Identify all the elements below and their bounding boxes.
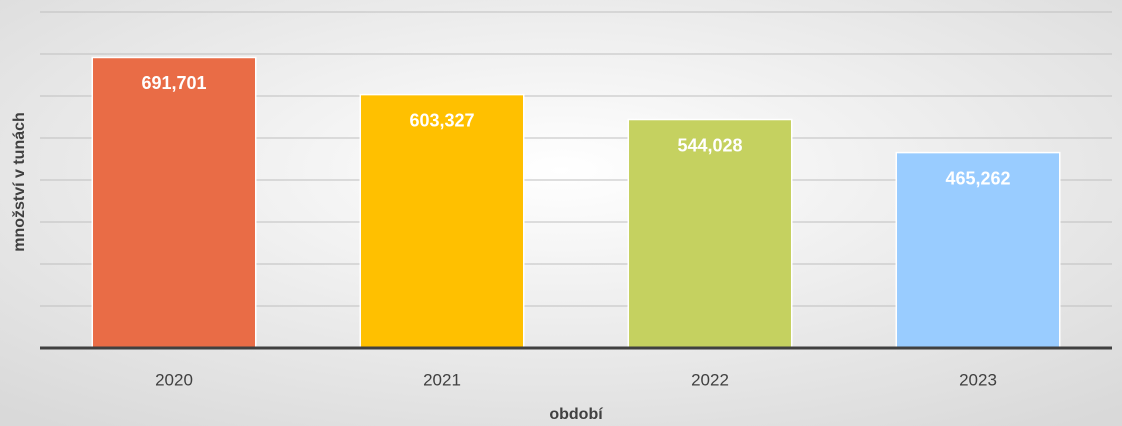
value-label: 465,262	[945, 168, 1010, 188]
x-tick-label: 2023	[959, 370, 997, 389]
bar	[627, 118, 793, 349]
y-axis-title: množství v tunách	[11, 112, 28, 252]
value-label: 603,327	[409, 110, 474, 130]
value-label: 691,701	[141, 73, 206, 93]
x-tick-label: 2021	[423, 370, 461, 389]
x-tick-label: 2022	[691, 370, 729, 389]
x-axis-title: období	[549, 406, 603, 423]
x-tick-label: 2020	[155, 370, 193, 389]
bar	[359, 93, 525, 349]
bar	[895, 151, 1061, 349]
bar	[91, 56, 257, 349]
value-label: 544,028	[677, 135, 742, 155]
